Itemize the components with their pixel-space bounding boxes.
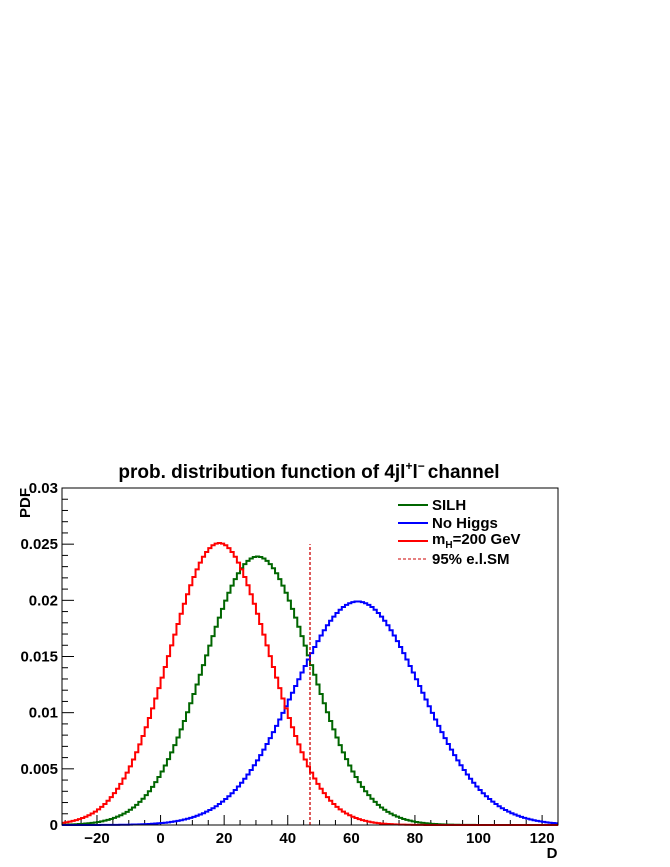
legend-label-mh200-m: m bbox=[432, 531, 445, 548]
y-axis-label: PDF bbox=[17, 488, 34, 518]
legend-label-mh200: mH=200 GeV bbox=[432, 531, 521, 551]
x-tick-label: 120 bbox=[530, 830, 555, 847]
x-tick-label: 0 bbox=[156, 830, 164, 847]
x-tick-label: 40 bbox=[279, 830, 296, 847]
y-axis-ticks: 0 0.005 0.01 0.015 0.02 0.025 0.03 bbox=[20, 480, 74, 834]
x-tick-label: −20 bbox=[84, 830, 109, 847]
chart-title-sup-minus: − bbox=[418, 459, 425, 473]
legend-label-mh200-rest: =200 GeV bbox=[453, 531, 521, 548]
y-tick-label: 0 bbox=[50, 817, 58, 834]
legend-label-mh200-sub: H bbox=[445, 540, 452, 551]
x-tick-label: 80 bbox=[407, 830, 424, 847]
chart-title-prefix: prob. distribution function of 4jl bbox=[118, 462, 405, 483]
legend-label-cutline: 95% e.l.SM bbox=[432, 551, 510, 568]
chart-title-sup-plus: + bbox=[405, 459, 412, 473]
y-tick-label: 0.025 bbox=[20, 536, 58, 553]
y-tick-label: 0.015 bbox=[20, 649, 58, 666]
x-tick-label: 20 bbox=[216, 830, 233, 847]
plot-frame bbox=[61, 487, 559, 826]
y-tick-label: 0.01 bbox=[29, 705, 58, 722]
y-tick-label: 0.02 bbox=[29, 592, 58, 609]
y-tick-label: 0.005 bbox=[20, 761, 58, 778]
legend: SILH No Higgs mH=200 GeV 95% e.l.SM bbox=[398, 497, 521, 568]
chart-title-suffix: channel bbox=[428, 462, 500, 483]
series-nohiggs bbox=[62, 600, 558, 826]
y-tick-label: 0.03 bbox=[29, 480, 58, 497]
legend-label-nohiggs: No Higgs bbox=[432, 515, 498, 532]
chart-title-l: l bbox=[412, 462, 417, 483]
legend-label-silh: SILH bbox=[432, 497, 466, 514]
x-tick-label: 60 bbox=[343, 830, 360, 847]
chart-title: prob. distribution function of 4jl+l− cha… bbox=[118, 459, 499, 483]
x-tick-label: 100 bbox=[466, 830, 491, 847]
x-axis-ticks: −20 0 20 40 60 80 100 120 bbox=[64, 815, 555, 847]
x-axis-label: D bbox=[547, 845, 558, 862]
